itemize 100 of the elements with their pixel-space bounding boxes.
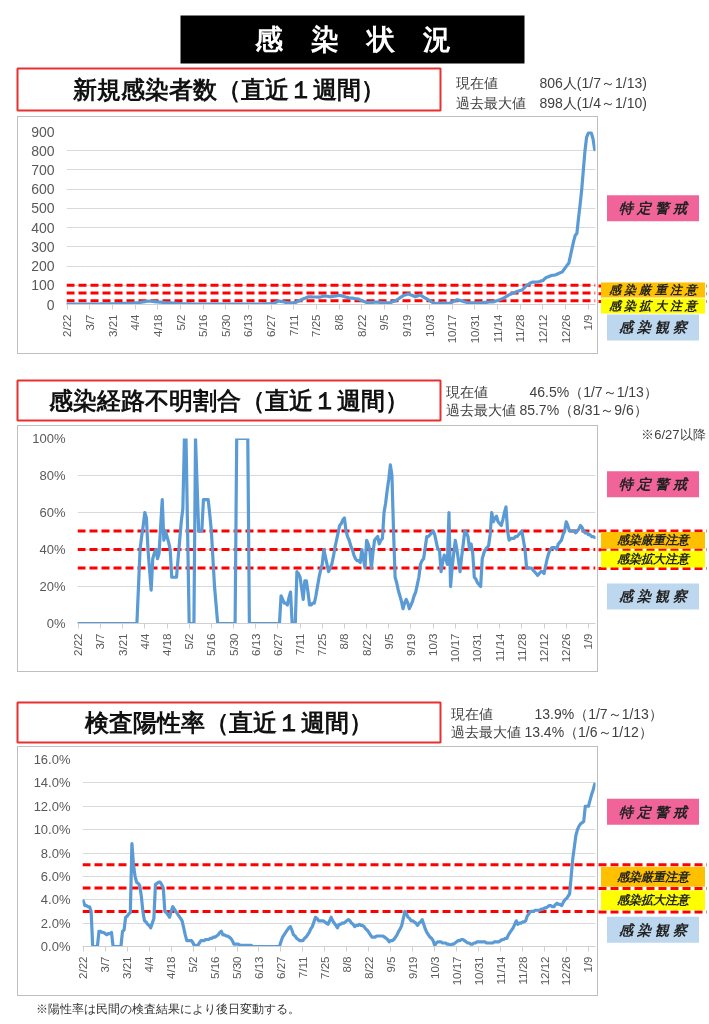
text: 感 染 観 察	[619, 588, 689, 605]
x-tick-label: 1/9	[582, 956, 595, 973]
x-tick-label: 5/16	[209, 956, 222, 979]
x-tick-label: 5/16	[197, 314, 210, 337]
x-tick-label: 9/5	[382, 633, 395, 650]
text: 感 染 厳 重 注 意	[608, 282, 700, 297]
text: 過去最大値 13.4%（1/6～1/12）	[450, 723, 653, 740]
text: 現在値 13.9%（1/7～1/13）	[450, 705, 663, 722]
x-tick-label: 11/28	[516, 956, 529, 985]
x-tick-label: 10/31	[471, 633, 484, 663]
y-tick-label: 100%	[32, 431, 66, 446]
x-tick-label: 9/19	[401, 314, 414, 337]
x-tick-label: 8/22	[360, 633, 373, 656]
y-tick-label: 300	[31, 238, 55, 255]
x-tick-label: 11/14	[493, 632, 506, 662]
x-tick-label: 4/18	[151, 314, 164, 337]
x-tick-label: 7/11	[287, 314, 300, 337]
x-tick-label: 8/22	[362, 956, 375, 979]
x-tick-label: 11/14	[491, 313, 504, 343]
x-tick-label: 9/5	[378, 314, 391, 331]
x-tick-label: 12/26	[560, 956, 573, 986]
text: ※6/27以降	[641, 427, 706, 442]
x-tick-label: 2/22	[72, 633, 85, 656]
y-tick-label: 0%	[46, 616, 66, 631]
x-tick-label: 8/8	[333, 314, 346, 331]
y-tick-label: 900	[31, 123, 55, 140]
y-tick-label: 14.0%	[33, 775, 71, 791]
x-tick-label: 5/30	[231, 956, 244, 979]
x-tick-label: 10/3	[428, 956, 441, 979]
x-tick-label: 3/7	[94, 633, 107, 650]
y-tick-label: 200	[31, 258, 55, 275]
x-tick-label: 7/11	[296, 956, 309, 979]
x-tick-label: 4/18	[161, 633, 173, 656]
x-tick-label: 5/2	[174, 314, 187, 331]
x-tick-label: 5/30	[227, 633, 240, 656]
x-tick-label: 2/22	[61, 314, 74, 337]
x-tick-label: 6/13	[249, 633, 262, 656]
x-tick-label: 3/21	[106, 314, 119, 337]
text: 過去最大値 85.7%（8/31～9/6）	[445, 401, 648, 418]
y-tick-label: 16.0%	[33, 752, 71, 767]
x-tick-label: 9/5	[384, 956, 397, 973]
x-tick-label: 3/21	[121, 956, 134, 979]
text: 感 染 観 察	[619, 921, 689, 938]
y-tick-label: 600	[31, 181, 55, 198]
text: 感 染 観 察	[619, 319, 689, 336]
x-tick-label: 9/19	[404, 633, 417, 656]
x-tick-label: 10/17	[450, 956, 463, 986]
y-tick-label: 60%	[39, 505, 66, 520]
x-tick-label: 6/27	[265, 314, 278, 337]
x-tick-label: 6/27	[274, 956, 287, 979]
x-tick-label: 4/4	[138, 632, 151, 650]
x-tick-label: 1/9	[582, 633, 595, 650]
x-tick-label: 9/19	[406, 956, 419, 979]
y-tick-label: 80%	[39, 468, 66, 483]
text: 過去最大値 898人(1/4～1/10)	[455, 94, 647, 111]
x-tick-label: 6/13	[252, 956, 265, 979]
x-tick-label: 7/25	[318, 956, 331, 979]
chart-title: 感染経路不明割合（直近１週間）	[48, 387, 409, 414]
x-tick-label: 10/17	[446, 314, 459, 344]
x-tick-label: 12/26	[560, 633, 573, 663]
y-tick-label: 0.0%	[40, 939, 71, 954]
x-tick-label: 11/28	[515, 633, 528, 662]
text: 現在値 46.5%（1/7～1/13）	[445, 383, 658, 400]
y-tick-label: 400	[31, 219, 55, 236]
x-tick-label: 1/9	[582, 314, 595, 331]
x-tick-label: 10/3	[423, 314, 436, 337]
x-tick-label: 4/18	[165, 956, 178, 979]
y-tick-label: 8.0%	[40, 845, 71, 861]
y-tick-label: 100	[31, 277, 55, 294]
text: 感染厳重注意	[617, 869, 691, 884]
y-tick-label: 4.0%	[40, 892, 71, 908]
x-tick-label: 8/8	[340, 956, 353, 973]
x-tick-label: 4/4	[143, 955, 156, 973]
x-tick-label: 12/12	[538, 633, 551, 663]
text: 特 定 警 戒	[619, 803, 689, 820]
x-tick-label: 12/12	[536, 314, 549, 344]
text: 感 染 拡 大 注 意	[608, 298, 700, 313]
y-tick-label: 500	[31, 200, 55, 217]
text: 感染拡大注意	[617, 893, 691, 908]
y-tick-label: 12.0%	[33, 798, 71, 814]
x-tick-label: 10/17	[449, 633, 462, 663]
y-tick-label: 2.0%	[40, 915, 71, 931]
y-tick-label: 20%	[39, 579, 66, 594]
y-tick-label: 0	[46, 296, 55, 313]
x-tick-label: 3/7	[83, 314, 96, 331]
y-tick-label: 10.0%	[33, 822, 71, 838]
x-tick-label: 10/31	[468, 314, 481, 344]
x-tick-label: 11/14	[494, 955, 507, 985]
x-tick-label: 10/31	[472, 956, 485, 986]
y-tick-label: 700	[31, 161, 55, 178]
text: 感 染 状 況	[253, 24, 451, 55]
x-tick-label: 6/27	[271, 633, 284, 656]
x-tick-label: 2/22	[77, 956, 90, 979]
x-tick-label: 5/2	[183, 633, 196, 650]
x-tick-label: 6/13	[242, 314, 255, 337]
x-tick-label: 8/22	[355, 314, 368, 337]
x-tick-label: 3/21	[116, 633, 129, 656]
x-tick-label: 5/30	[219, 314, 232, 337]
text: 特 定 警 戒	[619, 476, 689, 493]
chart-title: 新規感染者数（直近１週間）	[72, 76, 385, 103]
